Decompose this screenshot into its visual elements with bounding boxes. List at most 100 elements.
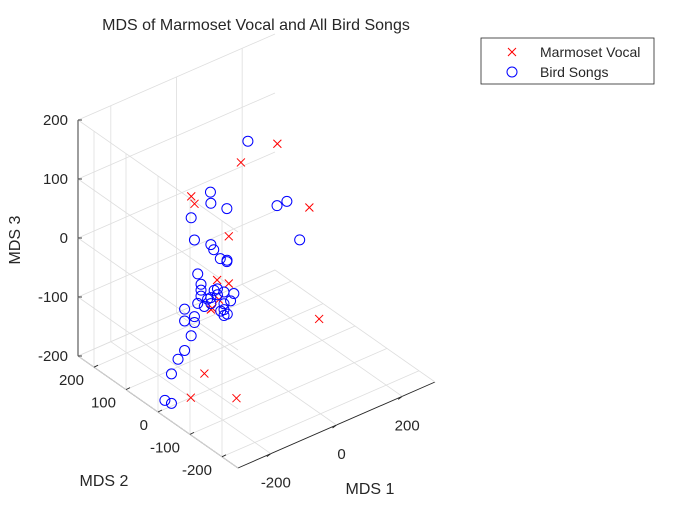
marker-stroke <box>190 199 199 209</box>
bird-song-point <box>172 353 184 365</box>
marmoset-vocal-point <box>224 279 234 288</box>
legend-label-bird: Bird Songs <box>540 64 608 80</box>
marmoset-vocal-point <box>186 192 196 201</box>
grid-line <box>77 151 276 239</box>
z-tick-label: 100 <box>43 171 68 188</box>
bird-song-point <box>204 186 216 198</box>
grid-line <box>125 303 324 390</box>
y-tick-label: 0 <box>140 417 148 434</box>
y-tick-mark <box>157 409 163 413</box>
marmoset-vocal-point <box>190 199 199 209</box>
z-tick-label: 200 <box>43 112 68 129</box>
legend-marker-bird <box>506 66 518 78</box>
grid-line <box>77 269 276 357</box>
grid-lines <box>77 33 420 469</box>
marker-stroke <box>305 203 314 212</box>
marmoset-vocal-point <box>305 203 314 212</box>
grid-line <box>77 296 239 410</box>
bird-song-point <box>221 254 233 266</box>
bird-song-point <box>165 397 177 409</box>
marker-stroke <box>186 192 196 201</box>
y-axis-label: MDS 2 <box>80 473 129 490</box>
bird-song-point <box>228 288 240 300</box>
grid-line <box>77 119 239 233</box>
marmoset-vocal-point <box>224 231 234 241</box>
x-tick-mark <box>332 424 337 429</box>
bird-song-point <box>195 278 207 290</box>
marmoset-vocal-point <box>186 393 196 403</box>
x-tick-label: 200 <box>395 417 420 434</box>
bird-song-point <box>179 303 191 315</box>
bird-song-point <box>188 311 200 323</box>
marker-stroke <box>200 369 209 378</box>
bird-song-point <box>195 284 207 296</box>
x-tick-mark <box>397 395 403 400</box>
marker-stroke <box>206 305 216 314</box>
marker-stroke <box>224 279 234 288</box>
marker-stroke <box>236 158 246 167</box>
y-tick-mark <box>189 431 195 435</box>
bird-song-point <box>225 295 237 307</box>
bird-song-point <box>159 394 171 406</box>
bird-song-point <box>192 268 204 280</box>
bird-song-point <box>271 200 283 212</box>
marker-stroke <box>186 393 196 403</box>
x-tick-mark <box>266 453 272 458</box>
marmoset-vocal-point <box>212 275 222 285</box>
bird-song-point <box>218 304 230 316</box>
y-tick-label: 200 <box>59 372 84 389</box>
bird-song-point <box>179 344 191 356</box>
marmoset-vocal-point <box>314 314 324 324</box>
y-tick-mark <box>93 364 99 368</box>
y-tick-label: 100 <box>91 395 116 412</box>
bird-song-point <box>188 317 200 329</box>
grid-line <box>77 178 239 292</box>
y-tick-label: -100 <box>150 439 180 456</box>
legend-label-marmoset: Marmoset Vocal <box>540 44 640 60</box>
legend-marker-marmoset <box>507 47 517 57</box>
x-tick-label: -200 <box>261 475 291 492</box>
bird-song-point <box>214 253 226 265</box>
y-tick-mark <box>125 387 131 391</box>
marmoset-vocal-point <box>232 393 241 403</box>
bird-song-point <box>294 234 306 246</box>
bird-song-point <box>211 289 223 301</box>
z-tick-label: -200 <box>38 348 68 365</box>
chart-title: MDS of Marmoset Vocal and All Bird Songs <box>102 17 410 34</box>
marker-stroke <box>212 275 222 285</box>
grid-line <box>221 370 420 458</box>
y-tick-mark <box>221 454 227 458</box>
legend-o-marker <box>506 66 518 78</box>
grid-line <box>93 280 292 368</box>
x-axis-label: MDS 1 <box>346 481 395 498</box>
marker-stroke <box>314 314 324 324</box>
marmoset-vocal-point <box>200 369 209 378</box>
marmoset-vocal-point <box>206 305 216 314</box>
marker-stroke <box>224 231 234 241</box>
x-tick-label: 0 <box>337 446 345 463</box>
z-tick-label: 0 <box>60 230 68 247</box>
grid-line <box>77 237 239 351</box>
legend-x-marker <box>507 47 517 57</box>
bird-song-point <box>208 244 220 256</box>
legend: Marmoset Vocal Bird Songs <box>480 37 655 85</box>
bird-song-point <box>185 330 197 342</box>
z-tick-label: -100 <box>38 289 68 306</box>
bird-song-point <box>165 368 177 380</box>
grid-line <box>77 210 276 298</box>
bird-song-point <box>221 308 233 320</box>
bird-song-point <box>205 197 217 209</box>
bird-song-point <box>188 234 200 246</box>
grid-line <box>77 33 276 121</box>
bird-song-point <box>242 135 254 147</box>
grid-line <box>189 348 388 435</box>
bird-song-point <box>221 203 233 215</box>
bird-song-point <box>192 297 204 309</box>
grid-line <box>77 92 276 180</box>
bird-song-point <box>185 212 197 224</box>
data-points <box>159 135 324 409</box>
marker-stroke <box>507 47 517 57</box>
